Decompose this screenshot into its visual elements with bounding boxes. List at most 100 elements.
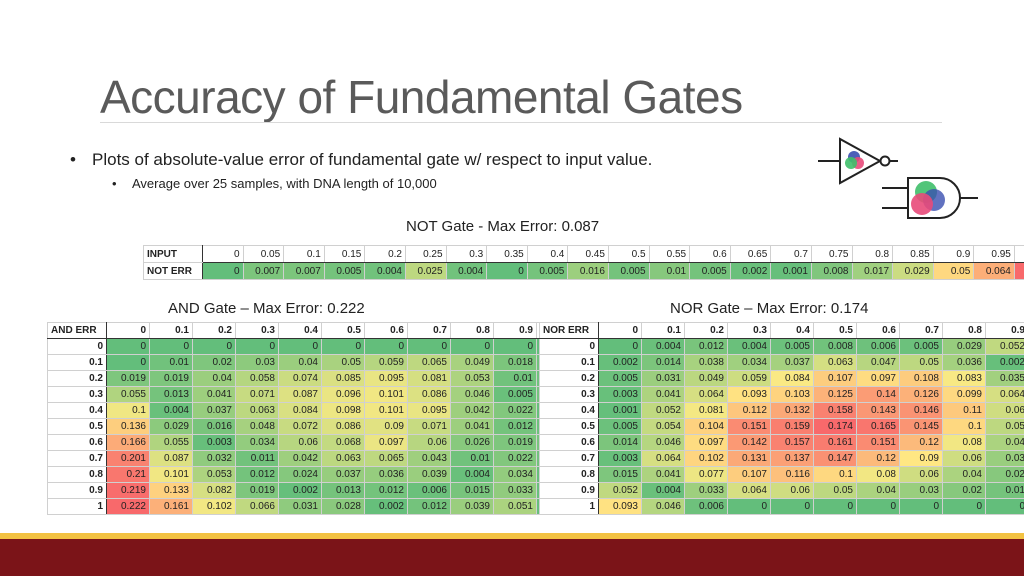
nor-value-cell: 0.046 [641,434,685,451]
and-value-cell: 0.034 [235,434,279,451]
table-row: 0.4 0.1 0.004 0.037 0.063 0.084 0.098 0.101 0.09… [47,402,580,419]
and-col-header: 0 [106,322,150,339]
table-row: 0.6 0.166 0.055 0.003 0.034 0.06 0.068 0.097 0.0… [47,434,580,451]
nor-value-cell: 0.008 [813,338,857,355]
nor-value-cell: 0.037 [770,354,814,371]
nor-value-cell: 0.107 [813,370,857,387]
nor-value-cell: 0.1 [813,466,857,483]
nor-value-cell: 0.151 [856,434,900,451]
and-row-header: 0.2 [47,370,107,387]
nor-value-cell: 0.125 [813,386,857,403]
and-value-cell: 0.1 [106,402,150,419]
nor-col-header: 0.8 [942,322,986,339]
and-value-cell: 0.006 [407,482,451,499]
nor-value-cell: 0.151 [727,418,771,435]
nor-value-cell: 0.06 [985,402,1024,419]
not-gate-caption: NOT Gate - Max Error: 0.087 [406,218,600,235]
and-corner-label: AND ERR [47,322,107,339]
not-error-cell: 0.05 [932,262,975,280]
nor-value-cell: 0.003 [598,386,642,403]
nor-value-cell: 0.06 [770,482,814,499]
and-value-cell: 0 [493,338,537,355]
and-value-cell: 0.102 [192,498,236,515]
not-input-cell: 0.15 [323,245,366,263]
title-divider [100,122,942,123]
table-row: 0.2 0.019 0.019 0.04 0.058 0.074 0.085 0.095 0.0… [47,370,580,387]
and-value-cell: 0.003 [192,434,236,451]
nor-value-cell: 0.145 [899,418,943,435]
and-value-cell: 0.161 [149,498,193,515]
and-row-header: 1 [47,498,107,515]
nor-value-cell: 0.052 [641,402,685,419]
table-row: 0.8 0.21 0.101 0.053 0.012 0.024 0.037 0.036 0.0… [47,466,580,483]
table-row: 0.7 0.003 0.064 0.102 0.131 0.137 0.147 0.12 0.0… [539,450,1024,467]
and-value-cell: 0 [407,338,451,355]
nor-value-cell: 0.157 [770,434,814,451]
not-input-cell: 0.95 [973,245,1015,263]
table-row: 0.3 0.055 0.013 0.041 0.071 0.087 0.096 0.101 0.… [47,386,580,403]
nor-value-cell: 0.047 [856,354,900,371]
and-value-cell: 0.042 [278,450,322,467]
nor-value-cell: 0.084 [770,370,814,387]
and-value-cell: 0.019 [493,434,537,451]
nor-value-cell: 0.005 [899,338,943,355]
nor-col-header: 0.3 [727,322,771,339]
nor-value-cell: 0.05 [813,482,857,499]
and-value-cell: 0.018 [493,354,537,371]
and-value-cell: 0.005 [493,386,537,403]
and-value-cell: 0 [278,338,322,355]
nor-value-cell: 0.097 [684,434,728,451]
nor-value-cell: 0.093 [598,498,642,515]
and-value-cell: 0.002 [364,498,408,515]
and-value-cell: 0.166 [106,434,150,451]
and-gate-table: AND ERR00.10.20.30.40.50.60.70.80.910000… [47,322,580,515]
and-row-header: 0.1 [47,354,107,371]
and-value-cell: 0.201 [106,450,150,467]
and-value-cell: 0.015 [450,482,494,499]
nor-value-cell: 0 [727,498,771,515]
bullet-glyph: • [112,176,117,191]
and-value-cell: 0.222 [106,498,150,515]
and-col-header: 0.1 [149,322,193,339]
and-value-cell: 0.087 [278,386,322,403]
nor-corner-label: NOR ERR [539,322,599,339]
and-value-cell: 0.041 [450,418,494,435]
nor-value-cell: 0.077 [684,466,728,483]
nor-value-cell: 0.004 [727,338,771,355]
and-value-cell: 0.037 [321,466,365,483]
nor-value-cell: 0.038 [684,354,728,371]
nor-value-cell: 0.015 [598,466,642,483]
nor-value-cell: 0.064 [985,386,1024,403]
nor-row-header: 0.9 [539,482,599,499]
not-input-cell: 0 [202,245,244,263]
and-value-cell: 0.012 [493,418,537,435]
nor-value-cell: 0.083 [942,370,986,387]
and-col-header: 0.5 [321,322,365,339]
nor-value-cell: 0.05 [985,418,1024,435]
and-value-cell: 0.033 [493,482,537,499]
nor-value-cell: 0.046 [641,498,685,515]
and-value-cell: 0.036 [364,466,408,483]
and-row-header: 0 [47,338,107,355]
table-row: 0.8 0.015 0.041 0.077 0.107 0.116 0.1 0.08 0.06 0… [539,466,1024,483]
nor-value-cell: 0.054 [641,418,685,435]
and-value-cell: 0.04 [278,354,322,371]
not-error-cell: 0.007 [283,262,325,280]
and-value-cell: 0.072 [278,418,322,435]
nor-value-cell: 0.03 [985,450,1024,467]
table-row: 0.9 0.052 0.004 0.033 0.064 0.06 0.05 0.04 0.03 0… [539,482,1024,499]
and-col-header: 0.9 [493,322,537,339]
and-value-cell: 0.016 [192,418,236,435]
nor-value-cell: 0.1 [942,418,986,435]
and-value-cell: 0.06 [278,434,322,451]
nor-value-cell: 0.14 [856,386,900,403]
nor-value-cell: 0.02 [985,466,1024,483]
and-value-cell: 0.055 [149,434,193,451]
nor-value-cell: 0.06 [899,466,943,483]
and-value-cell: 0.022 [493,402,537,419]
not-input-cell: 0.75 [810,245,853,263]
and-value-cell: 0.095 [364,370,408,387]
nor-value-cell: 0.014 [598,434,642,451]
nor-value-cell: 0.12 [899,434,943,451]
